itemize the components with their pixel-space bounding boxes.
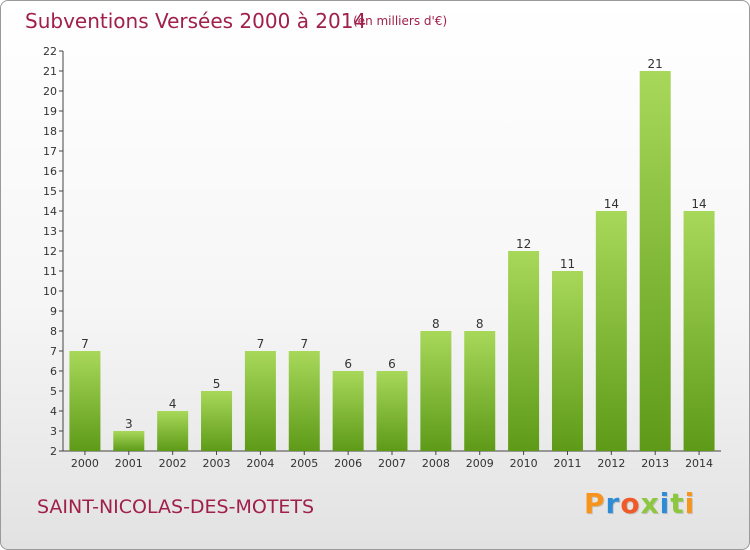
data-label: 8 bbox=[432, 317, 440, 331]
bar bbox=[683, 211, 715, 451]
y-tick-label: 10 bbox=[43, 285, 57, 298]
logo-letter: x bbox=[640, 487, 660, 520]
logo-letter: P bbox=[584, 487, 606, 520]
bar bbox=[508, 251, 540, 451]
data-label: 21 bbox=[648, 57, 663, 71]
y-tick-label: 4 bbox=[50, 405, 57, 418]
y-tick-label: 20 bbox=[43, 85, 57, 98]
bar bbox=[639, 71, 671, 451]
x-tick-label: 2007 bbox=[378, 457, 406, 470]
logo-letter: o bbox=[620, 487, 641, 520]
bar bbox=[464, 331, 496, 451]
data-label: 7 bbox=[81, 337, 89, 351]
data-label: 12 bbox=[516, 237, 531, 251]
x-tick-label: 2014 bbox=[685, 457, 713, 470]
data-label: 7 bbox=[257, 337, 265, 351]
axes: 2 3 4 5 6 7 8 9 10 11 12 13 14 15 16 17 18 19 20 21 22 2000 20… bbox=[43, 45, 721, 470]
x-tick-label: 2005 bbox=[290, 457, 318, 470]
y-tick-label: 12 bbox=[43, 245, 57, 258]
bar bbox=[332, 371, 364, 451]
y-tick-label: 7 bbox=[50, 345, 57, 358]
y-tick-label: 2 bbox=[50, 445, 57, 458]
x-tick-label: 2009 bbox=[466, 457, 494, 470]
x-tick-label: 2004 bbox=[246, 457, 274, 470]
y-tick-label: 21 bbox=[43, 65, 57, 78]
y-tick-label: 18 bbox=[43, 125, 57, 138]
y-tick-label: 9 bbox=[50, 305, 57, 318]
y-tick-label: 16 bbox=[43, 165, 57, 178]
logo-letter: i bbox=[684, 487, 696, 520]
x-tick-label: 2000 bbox=[71, 457, 99, 470]
data-label: 4 bbox=[169, 397, 177, 411]
data-label: 6 bbox=[388, 357, 396, 371]
commune-name: SAINT-NICOLAS-DES-MOTETS bbox=[37, 496, 315, 518]
y-tick-label: 13 bbox=[43, 225, 57, 238]
x-tick-label: 2001 bbox=[115, 457, 143, 470]
y-tick-label: 22 bbox=[43, 45, 57, 58]
data-label: 8 bbox=[476, 317, 484, 331]
bar bbox=[288, 351, 320, 451]
data-label: 11 bbox=[560, 257, 575, 271]
x-tick-label: 2003 bbox=[203, 457, 231, 470]
x-tick-label: 2006 bbox=[334, 457, 362, 470]
data-label: 6 bbox=[344, 357, 352, 371]
bar bbox=[157, 411, 189, 451]
logo-letter: i bbox=[659, 487, 671, 520]
bar bbox=[420, 331, 452, 451]
bar bbox=[551, 271, 583, 451]
x-tick-label: 2013 bbox=[641, 457, 669, 470]
bar bbox=[69, 351, 101, 451]
bars: 7 3 4 5 7 7 6 6 8 8 12 11 14 21 14 bbox=[69, 57, 715, 451]
logo-letter: t bbox=[670, 487, 685, 520]
y-tick-label: 8 bbox=[50, 325, 57, 338]
x-tick-label: 2002 bbox=[159, 457, 187, 470]
y-tick-label: 17 bbox=[43, 145, 57, 158]
data-label: 14 bbox=[691, 197, 706, 211]
x-tick-label: 2010 bbox=[510, 457, 538, 470]
y-tick-label: 6 bbox=[50, 365, 57, 378]
data-label: 14 bbox=[604, 197, 619, 211]
chart-title: Subventions Versées 2000 à 2014 bbox=[25, 9, 367, 33]
data-label: 5 bbox=[213, 377, 221, 391]
y-tick-label: 15 bbox=[43, 185, 57, 198]
bar bbox=[376, 371, 408, 451]
logo-letter: r bbox=[605, 487, 621, 520]
bar bbox=[244, 351, 276, 451]
x-tick-label: 2011 bbox=[553, 457, 581, 470]
x-tick-label: 2012 bbox=[597, 457, 625, 470]
y-tick-label: 5 bbox=[50, 385, 57, 398]
y-tick-label: 3 bbox=[50, 425, 57, 438]
bar bbox=[113, 431, 145, 451]
y-tick-label: 14 bbox=[43, 205, 57, 218]
units-label: (en milliers d'€) bbox=[353, 14, 448, 28]
y-tick-label: 11 bbox=[43, 265, 57, 278]
data-label: 3 bbox=[125, 417, 133, 431]
bar bbox=[201, 391, 233, 451]
proxiti-logo: Proxiti bbox=[584, 487, 695, 520]
bar bbox=[595, 211, 627, 451]
x-tick-label: 2008 bbox=[422, 457, 450, 470]
data-label: 7 bbox=[300, 337, 308, 351]
y-tick-label: 19 bbox=[43, 105, 57, 118]
